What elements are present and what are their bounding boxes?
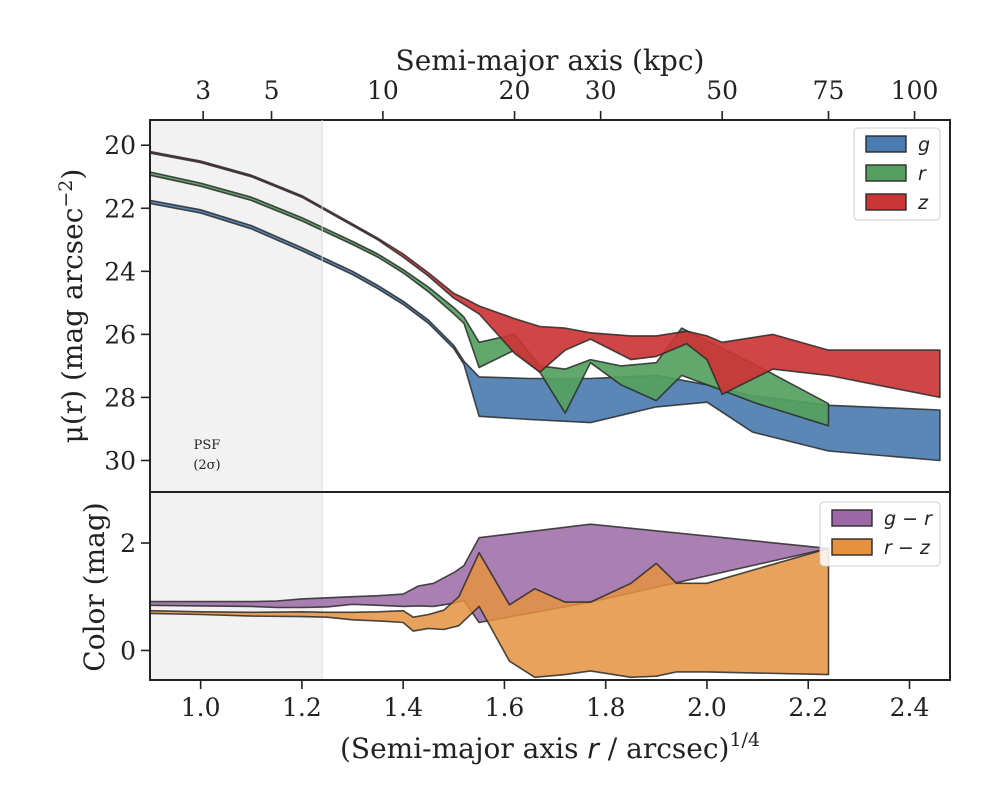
- legend-colors: g − r r − z: [819, 501, 941, 567]
- xtick-label: 2.0: [687, 693, 727, 722]
- y-axis-ticks-upper: 20 22 24 26 28 30: [104, 131, 150, 475]
- band-r: [149, 171, 830, 427]
- psf-label-line2: (2σ): [193, 458, 220, 473]
- top-tick-label: 3: [195, 76, 211, 105]
- ytick-label: 28: [104, 383, 136, 412]
- legend-bands: grz: [853, 127, 941, 221]
- top-tick-label: 20: [499, 76, 531, 105]
- psf-region: [150, 120, 323, 492]
- ytick-label: 2: [120, 529, 136, 558]
- top-axis-ticks: 3 5 10 20 30 50 75 100: [195, 76, 938, 120]
- legend-swatch: [865, 135, 907, 153]
- y-axis-title-lower: Color (mag): [78, 502, 111, 671]
- band-r−z: [149, 547, 830, 679]
- ytick-label: 20: [104, 131, 136, 160]
- surface-brightness-areas: [149, 150, 941, 462]
- color-panel: 02 1.0 1.2 1.4 1.6 1.8 2.0 2.2 2.4 g − rr − z: [120, 491, 951, 722]
- x-axis-title: (Semi-major axis r / arcsec)1/4: [340, 729, 760, 765]
- xtick-label: 1.2: [282, 693, 322, 722]
- xtick-label: 1.4: [383, 693, 423, 722]
- xtick-label: 2.4: [890, 693, 930, 722]
- band-z: [149, 150, 941, 399]
- legend-label: z: [917, 192, 929, 214]
- top-tick-label: 75: [813, 76, 845, 105]
- xtick-label: 1.0: [181, 693, 221, 722]
- color-areas: [149, 523, 830, 679]
- legend-label: g − r: [884, 508, 933, 530]
- ytick-label: 30: [104, 446, 136, 475]
- x-axis-ticks: 1.0 1.2 1.4 1.6 1.8 2.0 2.2 2.4: [181, 680, 930, 722]
- lower-panel-frame: [149, 491, 951, 681]
- xtick-label: 1.8: [586, 693, 626, 722]
- top-tick-label: 10: [367, 76, 399, 105]
- xtick-label: 1.6: [485, 693, 525, 722]
- legend-swatch: [831, 509, 873, 527]
- legend-swatch: [831, 538, 873, 556]
- legend-label: g: [918, 134, 930, 156]
- ytick-label: 0: [120, 636, 136, 665]
- ytick-label: 22: [104, 194, 136, 223]
- top-tick-label: 100: [891, 76, 939, 105]
- legend-swatch: [865, 193, 907, 211]
- top-tick-label: 5: [264, 76, 280, 105]
- top-tick-label: 30: [585, 76, 617, 105]
- y-axis-ticks-lower: 02: [120, 529, 150, 665]
- psf-label-line1: PSF: [194, 438, 221, 453]
- legend-label: r: [918, 163, 927, 185]
- psf-region-lower: [150, 492, 323, 680]
- top-tick-label: 50: [706, 76, 738, 105]
- legend-swatch: [865, 164, 907, 182]
- top-axis-title: Semi-major axis (kpc): [396, 44, 705, 77]
- xtick-label: 2.2: [788, 693, 828, 722]
- ytick-label: 24: [104, 257, 136, 286]
- legend-label: r − z: [884, 537, 931, 559]
- y-axis-title-upper: μ(r) (mag arcsec−2): [55, 169, 89, 444]
- ytick-label: 26: [104, 320, 136, 349]
